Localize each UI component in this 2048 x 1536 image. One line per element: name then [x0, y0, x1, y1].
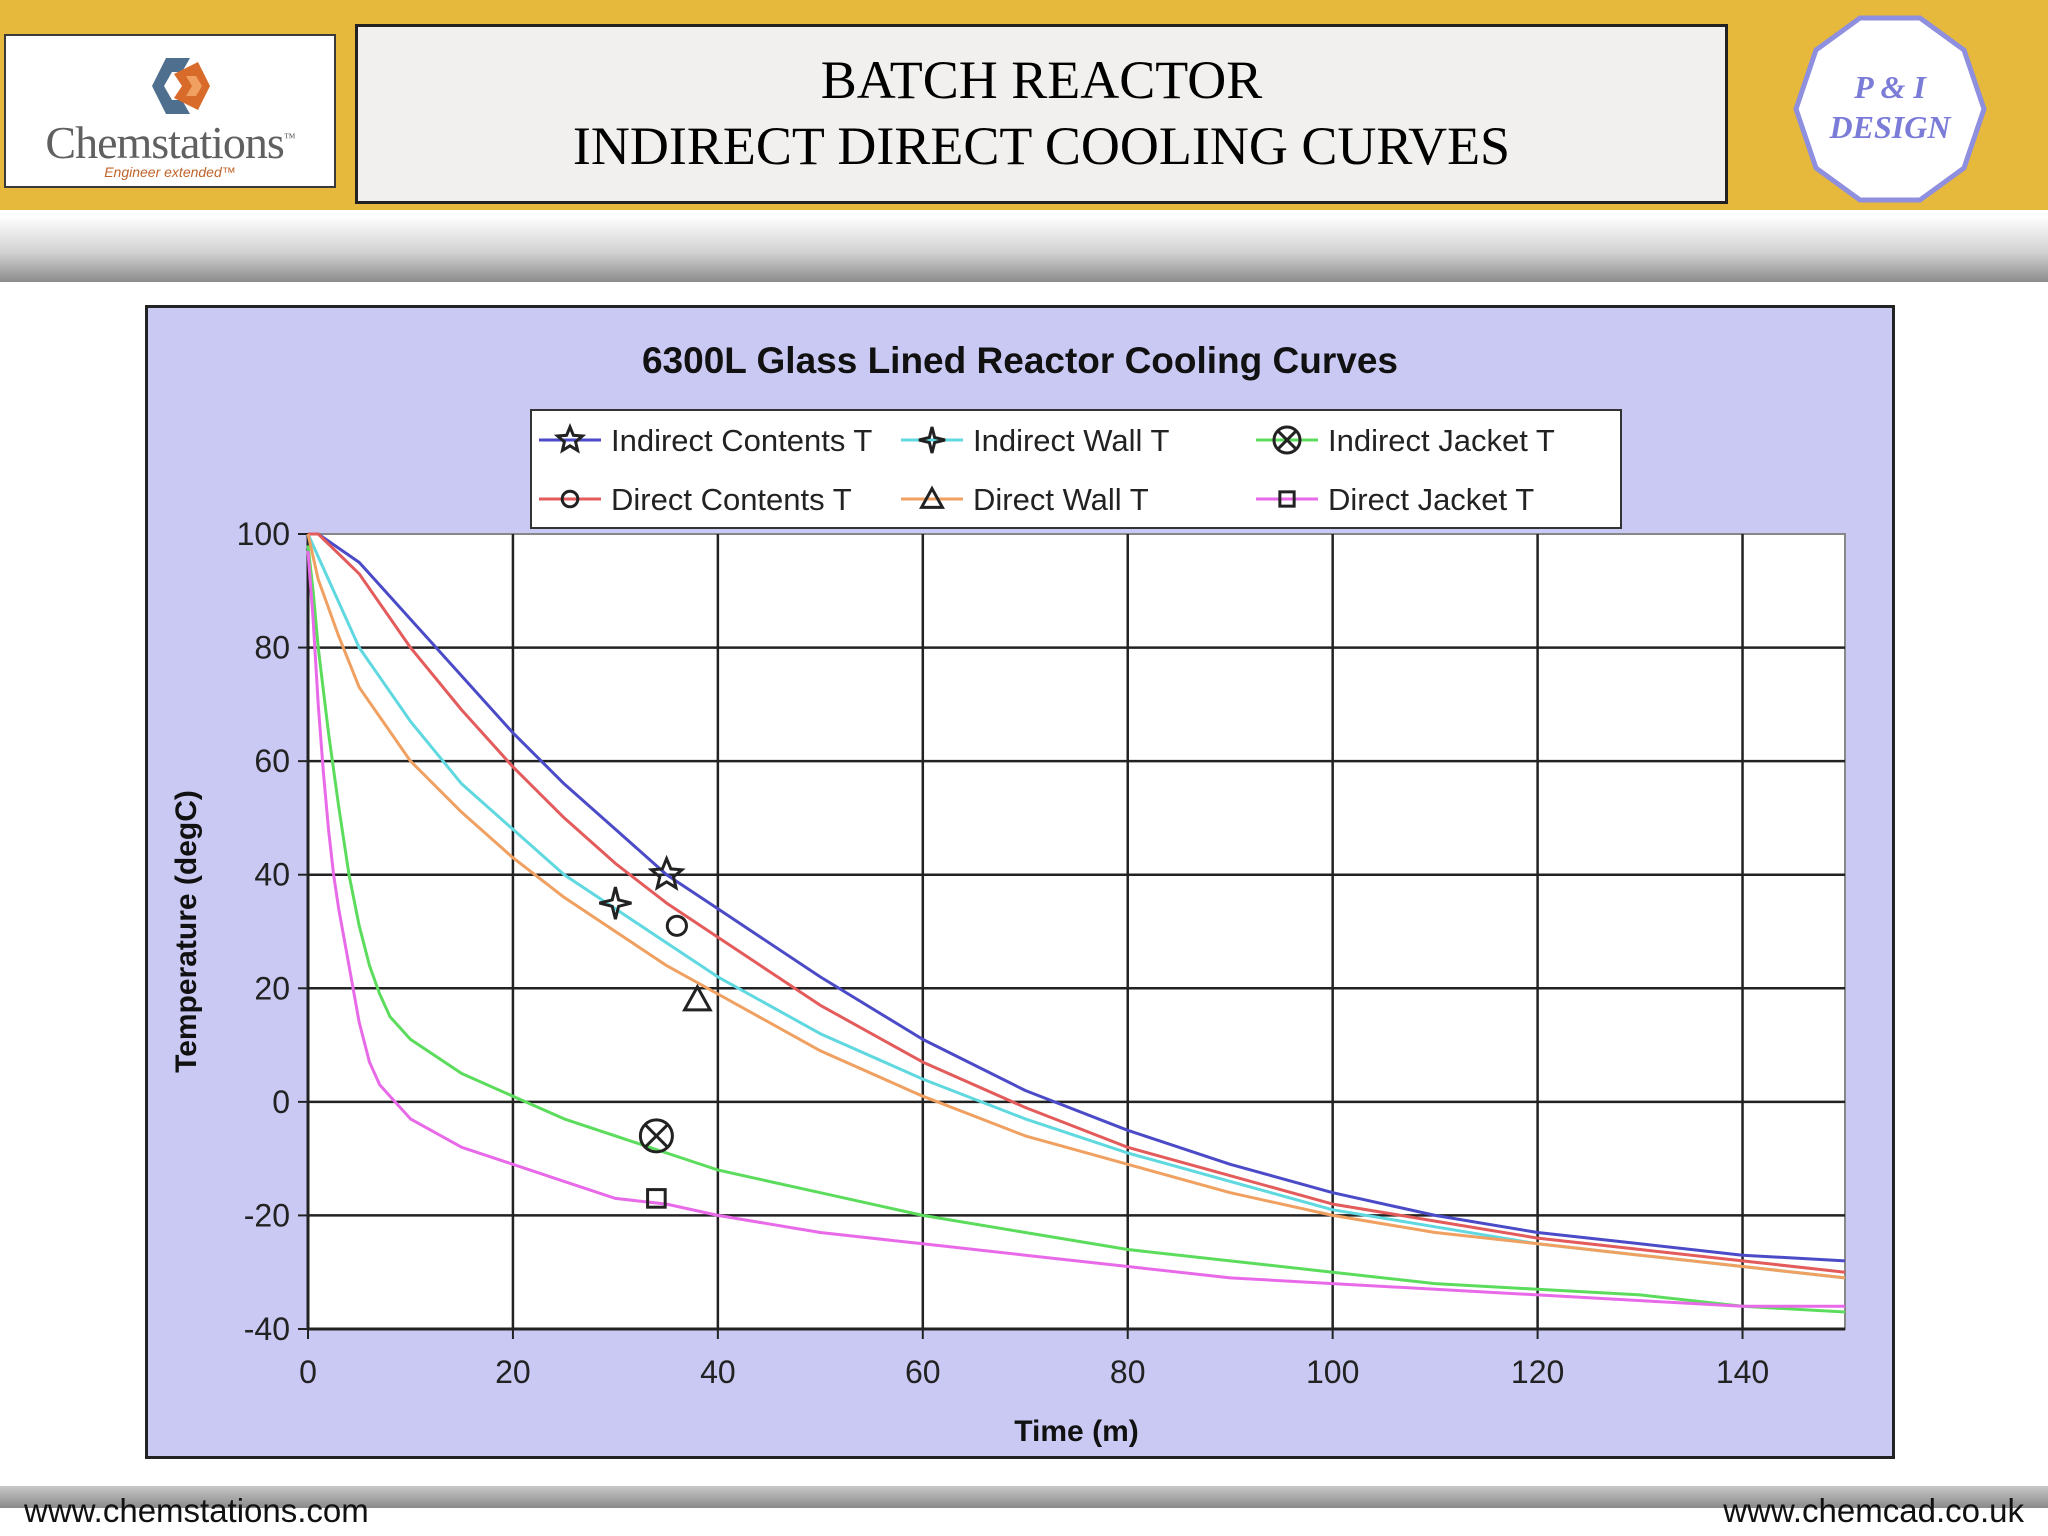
series-marker-3-cross-b [644, 1123, 669, 1149]
legend-item-2: Indirect Wall T [901, 423, 1169, 458]
series-line-3 [306, 545, 1846, 1314]
plot-area [307, 533, 1846, 1330]
legend-item-6: Direct Jacket T [1256, 482, 1534, 517]
slide-title-box: BATCH REACTOR INDIRECT DIRECT COOLING CU… [355, 24, 1728, 204]
y-tick-label: 20 [254, 970, 290, 1006]
y-tick-label: -20 [244, 1197, 290, 1233]
series-marker-3-shape [638, 1118, 674, 1154]
series-marker-5-shape [682, 983, 713, 1012]
y-tick-label: 60 [254, 743, 290, 779]
logo-tagline: Engineer extended™ [104, 164, 236, 180]
y-tick-label: 40 [254, 857, 290, 893]
x-tick-label: 20 [495, 1354, 531, 1390]
series-marker-5 [682, 983, 713, 1012]
footer-link-chemcad[interactable]: www.chemcad.co.uk [1723, 1492, 2024, 1529]
series-marker-6-shape [646, 1188, 667, 1209]
cooling-curves-chart: 0 20 40 60 80 100 120 140 100 80 60 40 20 0 -20 -40 6300… [145, 305, 1895, 1459]
x-tick-label: 0 [299, 1354, 317, 1390]
legend-marker [560, 489, 580, 509]
series-line-4 [308, 532, 1846, 1274]
logo-trademark: ™ [283, 130, 296, 145]
legend-item-1: Indirect Contents T [539, 423, 872, 458]
series-marker-1-shape [647, 854, 686, 891]
legend-marker [553, 423, 587, 454]
series-marker-3 [638, 1118, 674, 1154]
series-marker-4-shape [665, 914, 688, 937]
x-tick-label: 80 [1110, 1354, 1146, 1390]
legend-marker [1278, 490, 1296, 508]
chemstations-logo-icon [152, 58, 210, 114]
legend-item-3: Indirect Jacket T [1256, 423, 1555, 458]
legend-marker-shape [553, 423, 587, 454]
legend-marker-shape [1272, 425, 1302, 455]
x-tick-label: 60 [905, 1354, 941, 1390]
pid-design-badge: P & I DESIGN [1790, 12, 1990, 206]
legend-marker [918, 426, 946, 454]
chemstations-logo: Chemstations™ Engineer extended™ [4, 34, 336, 188]
top-divider [0, 216, 2048, 282]
x-axis-label: Time (m) [1014, 1415, 1138, 1448]
chart-canvas: 0 20 40 60 80 100 120 140 100 80 60 40 20 0 -20 -40 6300… [170, 340, 1846, 1448]
logo-name: Chemstations™ [45, 117, 296, 168]
bottom-divider [0, 1486, 2048, 1508]
chart-legend: Indirect Contents T Indirect Wall T Indire… [530, 409, 1622, 529]
series-marker-2 [599, 886, 632, 920]
legend-item-5: Direct Wall T [901, 482, 1149, 517]
series-marker-2-shape [599, 886, 632, 920]
y-axis-label: Temperature (degC) [170, 790, 203, 1073]
series-marker-1 [647, 854, 686, 891]
chart-title: 6300L Glass Lined Reactor Cooling Curves [642, 340, 1398, 381]
legend-marker-shape [918, 426, 946, 454]
y-tick-label: 80 [254, 630, 290, 666]
legend-marker [919, 485, 945, 509]
legend-label: Direct Wall T [973, 482, 1149, 517]
badge-line-2: DESIGN [1829, 109, 1953, 145]
slide-title-line-2: INDIRECT DIRECT COOLING CURVES [572, 116, 1511, 176]
y-tick-label: 100 [237, 516, 290, 552]
x-tick-label: 120 [1511, 1354, 1564, 1390]
series-line-6 [306, 550, 1845, 1308]
legend-label: Indirect Jacket T [1328, 423, 1555, 458]
legend-marker-shape [560, 489, 580, 509]
series-line-5 [306, 533, 1846, 1280]
legend-marker [1272, 425, 1302, 455]
legend-label: Indirect Wall T [973, 423, 1169, 458]
x-tick-label: 100 [1306, 1354, 1359, 1390]
series-marker-6 [646, 1188, 667, 1209]
series-line-2 [306, 533, 1846, 1280]
slide-title-line-1: BATCH REACTOR [820, 50, 1263, 110]
legend-marker-cross-b [1276, 429, 1298, 451]
x-tick-label: 140 [1716, 1354, 1769, 1390]
legend-marker-shape [1278, 490, 1296, 508]
legend-box [530, 409, 1622, 529]
x-tick-label: 40 [700, 1354, 736, 1390]
y-tick-label: 0 [272, 1084, 290, 1120]
badge-line-1: P & I [1853, 69, 1927, 105]
legend-label: Direct Jacket T [1328, 482, 1534, 517]
legend-label: Indirect Contents T [611, 423, 872, 458]
legend-label: Direct Contents T [611, 482, 852, 517]
series-marker-4 [665, 914, 688, 937]
footer-link-chemstations[interactable]: www.chemstations.com [24, 1492, 369, 1529]
legend-item-4: Direct Contents T [539, 482, 852, 517]
legend-marker-shape [919, 485, 945, 509]
y-tick-label: -40 [244, 1311, 290, 1347]
series-line-1 [308, 532, 1846, 1263]
